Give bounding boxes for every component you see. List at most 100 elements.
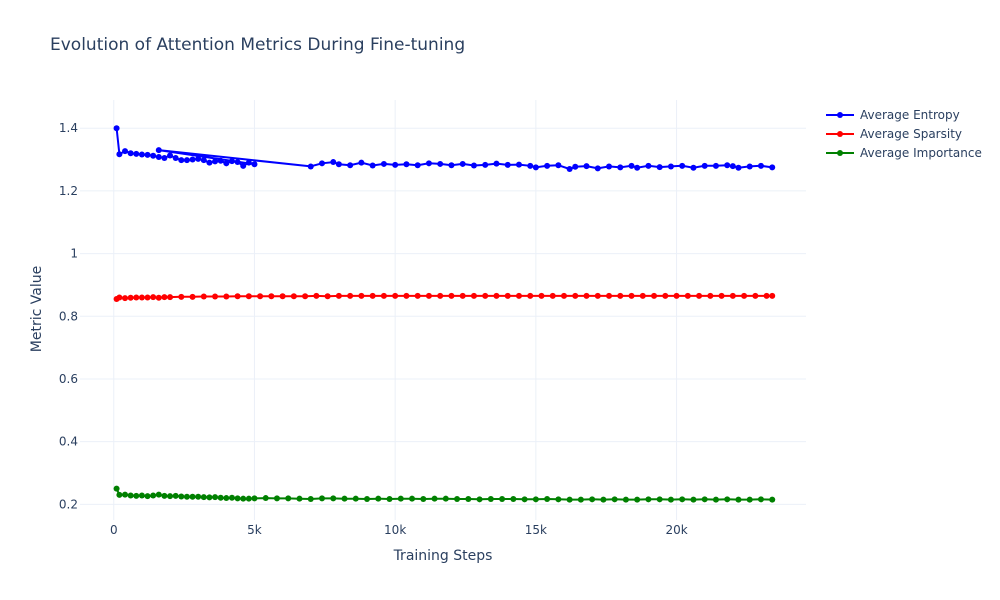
data-point (752, 292, 759, 299)
data-point (228, 494, 235, 501)
data-point (454, 496, 461, 502)
y-tick-label: 0.8 (59, 309, 78, 323)
data-point (690, 496, 697, 503)
data-point (290, 293, 297, 300)
data-point (155, 491, 162, 498)
data-point (341, 495, 348, 502)
data-point (161, 294, 168, 301)
y-tick-label: 1.2 (59, 184, 78, 198)
data-point (358, 292, 365, 299)
data-point (566, 165, 573, 172)
data-point (724, 496, 731, 503)
data-point (127, 492, 134, 499)
data-point (369, 162, 376, 169)
data-point (200, 494, 207, 501)
legend-marker (837, 131, 843, 137)
data-point (712, 162, 719, 169)
data-point (122, 148, 129, 155)
data-point (515, 161, 522, 168)
data-point (364, 496, 371, 502)
data-point (200, 293, 207, 300)
data-point (757, 162, 764, 169)
data-point (769, 292, 776, 299)
data-point (380, 160, 387, 167)
data-point (617, 292, 624, 299)
data-point (425, 292, 432, 299)
data-point (724, 162, 731, 169)
data-point (155, 147, 162, 154)
data-point (617, 164, 624, 171)
data-point (718, 292, 725, 299)
data-point (279, 293, 286, 300)
data-point (470, 162, 477, 169)
data-point (189, 493, 196, 500)
data-point (144, 151, 151, 158)
data-point (167, 493, 174, 500)
data-point (155, 294, 162, 301)
legend: Average Entropy Average Sparsity Average I… (826, 108, 982, 160)
data-point (392, 161, 399, 168)
legend-item: Average Importance (826, 146, 982, 160)
data-point (555, 496, 562, 503)
data-point (538, 292, 545, 299)
data-point (448, 162, 455, 169)
data-point (561, 292, 567, 299)
data-point (696, 292, 703, 299)
data-point (116, 151, 123, 158)
data-point (487, 496, 494, 502)
data-point (611, 496, 618, 503)
data-point (600, 496, 607, 503)
legend-item: Average Entropy (826, 108, 960, 122)
data-point (403, 292, 410, 299)
chart-title: Evolution of Attention Metrics During Fi… (50, 35, 465, 55)
data-point (645, 496, 652, 503)
y-tick-label: 0.6 (59, 372, 78, 386)
data-point (251, 495, 258, 502)
grid (80, 100, 806, 520)
data-point (167, 152, 174, 159)
data-point (476, 496, 483, 503)
data-point (313, 292, 320, 299)
data-point (499, 496, 506, 502)
data-point (628, 292, 635, 299)
data-point (425, 160, 432, 167)
axis-ticks: 0 5k 10k 15k 20k 0.2 0.4 0.6 0.8 1 1.2 1.4 (59, 121, 688, 537)
data-point (324, 293, 331, 300)
data-point (245, 495, 252, 502)
data-point (701, 162, 708, 169)
data-point (606, 163, 613, 170)
data-point (302, 293, 309, 300)
data-point (544, 496, 551, 502)
data-point (161, 492, 168, 499)
data-point (133, 492, 140, 499)
data-point (245, 293, 252, 300)
x-axis-title: Training Steps (393, 548, 493, 564)
data-point (240, 162, 247, 169)
y-tick-label: 0.2 (59, 497, 78, 511)
data-point (122, 295, 129, 302)
data-point (234, 495, 241, 502)
data-point (212, 293, 219, 300)
y-tick-label: 1.4 (59, 121, 78, 135)
data-point (459, 292, 466, 299)
data-point (392, 292, 399, 299)
data-point (189, 293, 196, 300)
data-point (448, 292, 455, 299)
data-point (679, 496, 686, 503)
data-point (437, 160, 444, 167)
data-point (769, 496, 776, 503)
data-point (223, 293, 230, 300)
data-point (414, 162, 421, 169)
x-tick-label: 5k (247, 523, 262, 537)
x-tick-label: 10k (384, 523, 406, 537)
data-point (662, 292, 669, 299)
data-point (746, 163, 753, 170)
data-point (729, 292, 736, 299)
data-point (172, 492, 179, 499)
data-point (113, 485, 120, 492)
data-point (189, 156, 196, 163)
data-point (347, 292, 354, 299)
data-point (240, 495, 247, 502)
data-point (251, 161, 258, 168)
data-point (167, 294, 174, 301)
